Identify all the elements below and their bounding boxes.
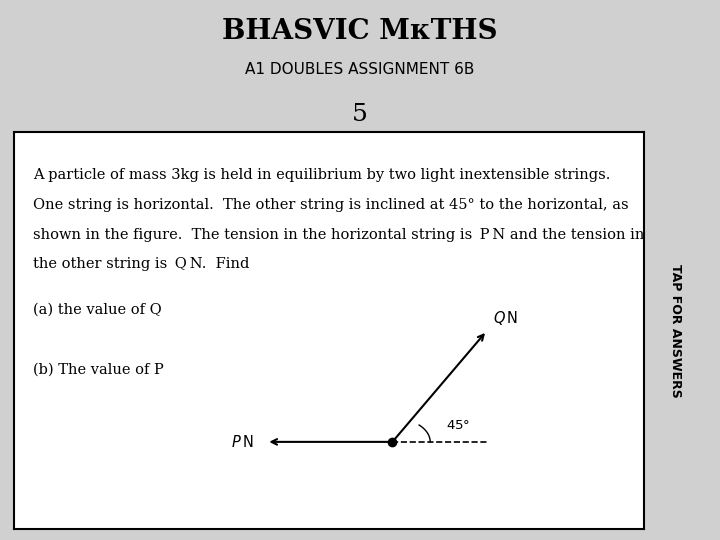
Text: BHASVIC MκTHS: BHASVIC MκTHS	[222, 18, 498, 45]
Text: the other string is  Q N.  Find: the other string is Q N. Find	[33, 258, 250, 271]
Text: A particle of mass 3kg is held in equilibrium by two light inextensible strings.: A particle of mass 3kg is held in equili…	[33, 168, 611, 182]
Text: $45°$: $45°$	[446, 419, 470, 432]
Text: $Q\,\rm N$: $Q\,\rm N$	[493, 309, 518, 327]
Text: One string is horizontal.  The other string is inclined at 45° to the horizontal: One string is horizontal. The other stri…	[33, 198, 629, 212]
Text: $P\,\rm N$: $P\,\rm N$	[231, 434, 253, 450]
Text: shown in the figure.  The tension in the horizontal string is  P N and the tensi: shown in the figure. The tension in the …	[33, 227, 644, 241]
Text: TAP FOR ANSWERS: TAP FOR ANSWERS	[668, 264, 682, 397]
Text: (b) The value of P: (b) The value of P	[33, 362, 164, 376]
Text: A1 DOUBLES ASSIGNMENT 6B: A1 DOUBLES ASSIGNMENT 6B	[246, 63, 474, 77]
Text: (a) the value of Q: (a) the value of Q	[33, 303, 162, 317]
Text: 5: 5	[352, 103, 368, 126]
